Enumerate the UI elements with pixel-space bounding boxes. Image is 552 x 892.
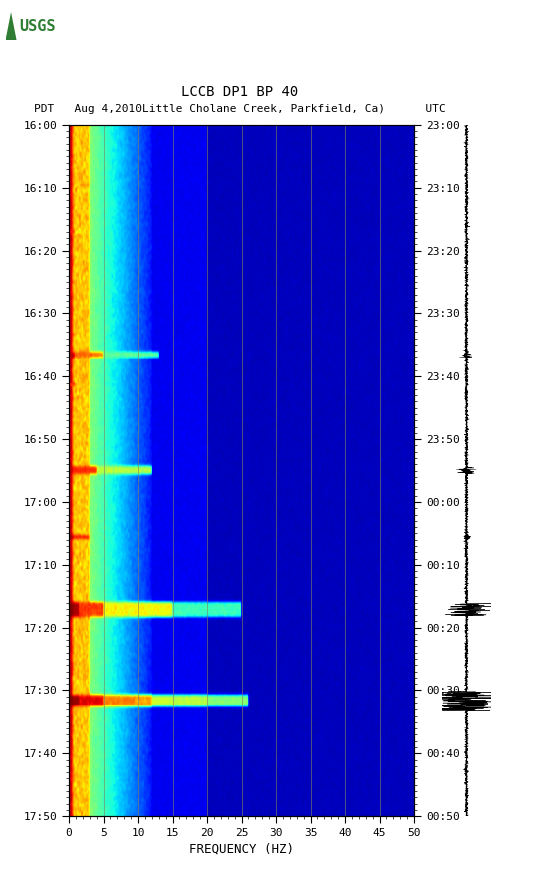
Polygon shape [6, 12, 17, 40]
X-axis label: FREQUENCY (HZ): FREQUENCY (HZ) [189, 842, 294, 855]
Text: LCCB DP1 BP 40: LCCB DP1 BP 40 [182, 86, 299, 100]
Text: PDT   Aug 4,2010Little Cholane Creek, Parkfield, Ca)      UTC: PDT Aug 4,2010Little Cholane Creek, Park… [34, 104, 446, 114]
Text: USGS: USGS [19, 19, 56, 34]
